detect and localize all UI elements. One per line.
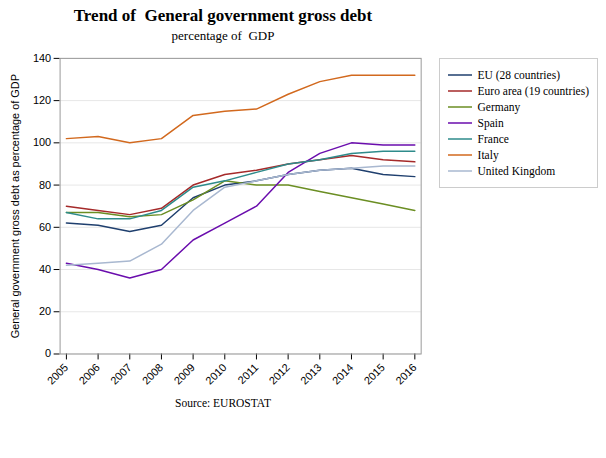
html-text:Germany: Germany: [477, 101, 521, 113]
svg-text:2006: 2006: [76, 361, 102, 387]
svg-text:120: 120: [33, 94, 51, 106]
svg-text:100: 100: [33, 136, 51, 148]
svg-text:2007: 2007: [108, 361, 134, 387]
svg-text:60: 60: [39, 221, 51, 233]
svg-text:2009: 2009: [171, 361, 197, 387]
svg-text:20: 20: [39, 305, 51, 317]
svg-text:2014: 2014: [330, 361, 356, 387]
svg-text:2010: 2010: [203, 361, 229, 387]
html-text:percentage of GDP: percentage of GDP: [171, 28, 275, 43]
svg-text:2012: 2012: [266, 361, 292, 387]
html-text:Italy: Italy: [477, 149, 499, 161]
svg-text:140: 140: [33, 52, 51, 64]
html-text:Spain: Spain: [477, 117, 504, 129]
svg-text:40: 40: [39, 263, 51, 275]
html-text:France: France: [477, 133, 509, 145]
svg-text:2015: 2015: [361, 361, 387, 387]
svg-text:2016: 2016: [393, 361, 419, 387]
svg-text:2008: 2008: [140, 361, 166, 387]
svg-text:General government gross debt: General government gross debt as percent…: [9, 74, 21, 338]
html-text:Euro area (19 countries): Euro area (19 countries): [477, 85, 589, 97]
svg-text:2005: 2005: [45, 361, 71, 387]
svg-text:2013: 2013: [298, 361, 324, 387]
svg-text:2011: 2011: [235, 361, 260, 386]
svg-text:80: 80: [39, 179, 51, 191]
html-text:Source: EUROSTAT: Source: EUROSTAT: [175, 397, 271, 410]
html-text:Trend of General government gr: Trend of General government gross debt: [73, 6, 373, 25]
svg-text:0: 0: [45, 347, 51, 359]
html-text:United Kingdom: United Kingdom: [477, 165, 556, 177]
html-text:EU (28 countries): EU (28 countries): [477, 69, 560, 81]
